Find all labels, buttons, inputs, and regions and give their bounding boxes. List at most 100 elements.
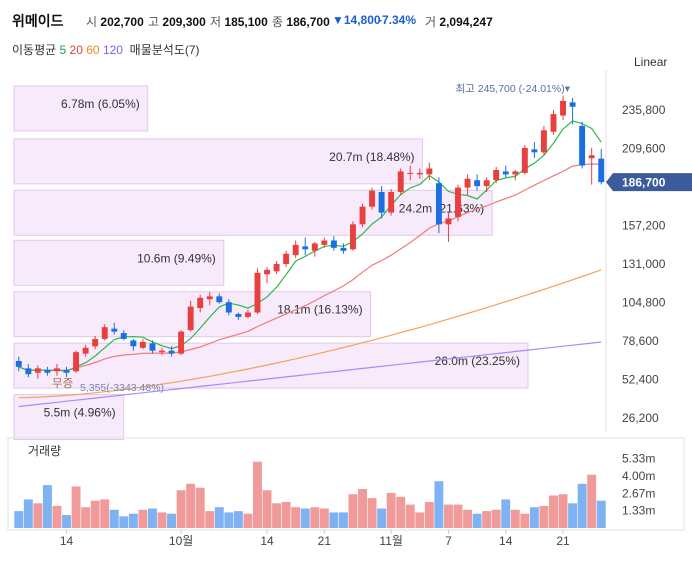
volume-bar: [453, 504, 463, 528]
volume-bar: [577, 483, 587, 528]
candle-body: [521, 147, 528, 173]
volume-bar: [138, 509, 148, 528]
volume-tick-label: 1.33m: [622, 504, 655, 518]
volume-profile-label: 6.78m (6.05%): [61, 97, 140, 111]
candle-body: [321, 240, 328, 245]
candle-body: [120, 333, 127, 339]
ma5-line: [18, 120, 602, 372]
x-tick-label: 14: [499, 534, 513, 548]
volume-bar: [186, 483, 196, 528]
volume-bar: [205, 511, 215, 528]
volume-bar: [348, 494, 358, 528]
candle-body: [244, 312, 251, 317]
volume-bar: [90, 500, 100, 528]
candle-body: [512, 171, 519, 175]
volume-bar: [329, 512, 339, 528]
candle-body: [254, 272, 261, 313]
candle-body: [149, 343, 156, 351]
close-quote: 종 186,700: [272, 15, 330, 29]
candle-body: [178, 331, 185, 354]
volume-bar: [262, 490, 272, 528]
volume-bar: [405, 504, 415, 528]
volume-bar: [529, 507, 539, 528]
volume-tick-label: 5.33m: [622, 452, 655, 466]
x-tick-label: 7: [445, 534, 452, 548]
rights-issue-note: 무증: [52, 378, 73, 390]
volume-profile-label: 5.5m (4.96%): [44, 406, 116, 420]
ma60-label: 60: [86, 43, 100, 57]
volume-bar: [463, 509, 473, 528]
candle-body: [540, 130, 547, 153]
volume-bar: [386, 492, 396, 528]
candle-body: [416, 172, 423, 175]
volume-profile-bar: [13, 394, 125, 441]
volume-bar: [42, 485, 52, 528]
candle-body: [235, 313, 242, 317]
candle-body: [130, 340, 137, 347]
candle-body: [531, 149, 538, 153]
volume-tick-label: 2.67m: [622, 486, 655, 500]
volume-bar: [176, 490, 186, 528]
volume-bar: [434, 481, 444, 528]
candle-body: [15, 360, 22, 367]
volume-bar: [52, 505, 62, 528]
x-tick-label: 10월: [169, 534, 193, 548]
volume-bar: [253, 461, 262, 528]
volume-bar: [300, 508, 310, 528]
volume-bar: [472, 513, 482, 528]
volume-bar: [147, 508, 157, 528]
ma120-label: 120: [102, 43, 123, 57]
volume-profile-bar: [13, 342, 529, 389]
candle-body: [550, 114, 557, 132]
candle-body: [407, 172, 414, 174]
volume-bar: [415, 512, 425, 528]
volume-bar: [157, 512, 167, 528]
candle-body: [579, 125, 586, 166]
volume-bar: [491, 509, 501, 528]
volume-bar: [33, 503, 43, 528]
candle-body: [397, 171, 404, 192]
price-tick-label: 235,800: [622, 103, 666, 117]
x-tick-label: 11월: [379, 534, 403, 548]
low-quote: 저 185,100: [210, 15, 268, 29]
price-tick-label: 209,600: [622, 142, 666, 156]
candle-body: [82, 347, 89, 354]
indicator-legend[interactable]: 이동평균 5 20 60 120 매물분석도(7): [12, 41, 200, 58]
volume-bar: [587, 474, 597, 528]
volume-bar: [243, 513, 253, 528]
candle-body: [292, 244, 299, 256]
volume-bar: [310, 507, 320, 528]
current-price-label: 186,700: [622, 176, 666, 190]
candle-body: [197, 297, 204, 309]
volume-bar: [338, 512, 348, 528]
candle-body: [588, 155, 595, 159]
volume-bar: [167, 513, 177, 528]
price-tick-label: 52,400: [622, 373, 659, 387]
scale-selector[interactable]: Linear: [634, 55, 668, 69]
candle-body: [455, 187, 461, 217]
volume-bar: [128, 513, 138, 528]
open-quote: 시 202,700: [86, 15, 144, 29]
candle-body: [483, 180, 490, 187]
ma20-label: 20: [69, 43, 83, 57]
candle-body: [216, 296, 223, 303]
volume-bar: [291, 507, 301, 528]
volume-bar: [539, 505, 549, 528]
volume-bar: [358, 489, 367, 528]
candle-body: [159, 350, 165, 353]
candle-body: [598, 158, 605, 183]
candle-body: [340, 247, 347, 251]
ma60-line: [18, 269, 602, 399]
x-tick-label: 14: [260, 534, 274, 548]
candle-body: [92, 338, 99, 347]
price-tick-label: 157,200: [622, 219, 666, 233]
candle-body: [25, 368, 32, 375]
candle-body: [73, 352, 80, 372]
volume-bar: [81, 507, 91, 528]
volume-bar: [510, 509, 520, 528]
volume-bar: [501, 499, 511, 528]
candle-body: [63, 369, 70, 373]
candle-body: [464, 178, 471, 188]
volume-profile-bar: [13, 138, 424, 185]
